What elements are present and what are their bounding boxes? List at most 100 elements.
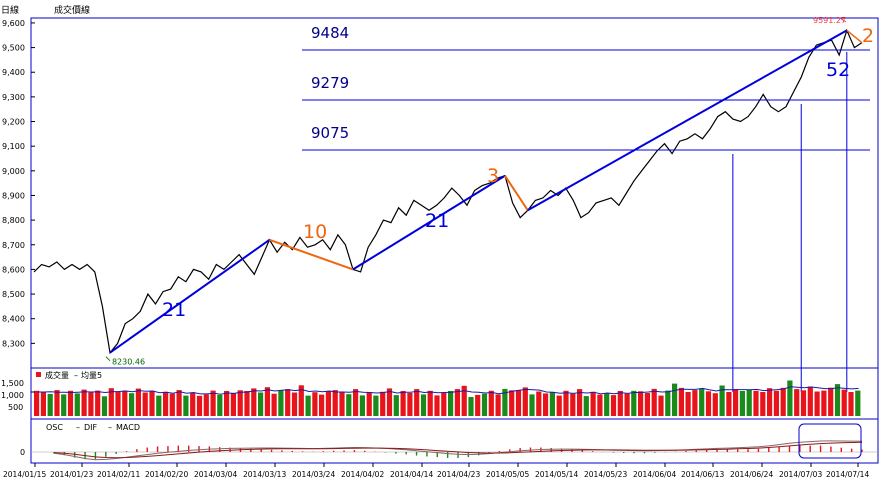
volume-bar xyxy=(190,392,196,416)
volume-bar xyxy=(570,393,576,416)
volume-bar xyxy=(278,390,284,416)
volume-bar xyxy=(101,396,108,416)
period-label: 日線 xyxy=(1,4,19,16)
volume-bar xyxy=(312,392,318,416)
volume-bar xyxy=(441,393,447,416)
volume-bar xyxy=(604,393,610,416)
volume-bar xyxy=(420,394,427,416)
volume-bar xyxy=(515,390,522,416)
volume-bar xyxy=(488,390,494,416)
volume-bar xyxy=(495,394,501,416)
volume-bar xyxy=(848,392,854,416)
date-tick-label: 2014/02/20 xyxy=(145,470,188,479)
volume-bar xyxy=(746,389,752,416)
swing-line-1 xyxy=(269,238,354,271)
date-x-axis: 2014/01/15 2014/01/23 2014/02/11 2014/02/20… xyxy=(3,463,869,479)
volume-layer xyxy=(31,380,861,416)
volume-bar xyxy=(407,393,413,416)
volume-bar xyxy=(719,385,725,416)
volume-bar xyxy=(169,393,175,416)
macd-zero-tick: 0 xyxy=(20,448,25,457)
price-tick-label: 9,400 xyxy=(2,68,25,77)
count-label: 2 xyxy=(862,25,874,47)
volume-bar xyxy=(176,390,182,416)
price-line-layer xyxy=(33,28,863,355)
volume-bar xyxy=(794,389,800,416)
volume-bar xyxy=(638,391,644,416)
volume-bar xyxy=(597,394,603,416)
volume-bar xyxy=(644,393,650,416)
volume-bar xyxy=(726,392,732,416)
volume-legend-label: 成交量 xyxy=(45,370,69,380)
volume-legend-swatch xyxy=(36,372,41,377)
date-tick-label: 2014/01/15 xyxy=(3,470,46,479)
date-tick-label: 2014/06/24 xyxy=(730,470,773,479)
annotation-layer: 9484 9279 9075 21 10 21 3 52 2 8230.46 9591.27 xyxy=(105,16,874,392)
volume-legend-dash: – xyxy=(74,371,78,380)
volume-bar xyxy=(760,392,766,416)
price-tick-label: 9,500 xyxy=(2,44,25,53)
count-label: 21 xyxy=(162,299,186,321)
volume-bar xyxy=(149,390,155,416)
volume-bar xyxy=(699,388,705,416)
price-chart-label: 成交價線 xyxy=(54,4,90,16)
volume-bar xyxy=(624,393,630,416)
level-label: 9075 xyxy=(311,124,349,142)
volume-bar xyxy=(665,390,671,416)
date-tick-label: 2014/02/11 xyxy=(97,470,140,479)
volume-bar xyxy=(733,389,739,416)
level-label: 9484 xyxy=(311,24,349,42)
volume-bar xyxy=(74,393,80,416)
volume-bar xyxy=(386,388,393,416)
price-tick-label: 9,000 xyxy=(2,167,25,176)
volume-bar xyxy=(549,392,555,416)
date-tick-label: 2014/05/05 xyxy=(486,470,529,479)
volume-bar xyxy=(855,390,861,416)
volume-bar xyxy=(196,395,203,416)
volume-bar xyxy=(203,394,209,416)
date-tick-label: 2014/03/04 xyxy=(194,470,237,479)
volume-bar xyxy=(359,395,365,416)
volume-bar xyxy=(753,390,759,416)
price-panel-frame xyxy=(30,17,879,369)
volume-bar xyxy=(271,393,277,416)
volume-bar xyxy=(156,395,162,416)
volume-bar xyxy=(678,387,684,416)
price-tick-label: 8,500 xyxy=(2,290,25,299)
count-label: 52 xyxy=(826,59,850,81)
price-tick-label: 9,600 xyxy=(2,19,25,28)
volume-bar xyxy=(319,394,325,416)
price-tick-label: 8,700 xyxy=(2,241,25,250)
date-tick-label: 2014/05/14 xyxy=(535,470,578,479)
volume-bar xyxy=(434,395,440,416)
volume-bar xyxy=(353,389,359,416)
trend-line-1 xyxy=(109,239,271,354)
volume-bar xyxy=(61,394,67,416)
volume-bar xyxy=(834,384,841,416)
volume-bar xyxy=(108,388,114,416)
volume-bar xyxy=(414,389,420,416)
volume-bar xyxy=(610,395,617,416)
volume-avg-legend-label: 均量5 xyxy=(81,370,102,380)
level-label: 9279 xyxy=(311,74,349,92)
volume-bar xyxy=(88,392,94,416)
price-tick-label: 8,800 xyxy=(2,216,25,225)
volume-bar xyxy=(298,385,304,416)
volume-bar xyxy=(305,395,311,416)
volume-bar xyxy=(529,394,535,416)
volume-bar xyxy=(427,390,433,416)
volume-bar xyxy=(821,390,827,416)
trend-line-2 xyxy=(352,174,506,271)
date-tick-label: 2014/06/13 xyxy=(681,470,724,479)
price-tick-label: 9,100 xyxy=(2,142,25,151)
volume-bar xyxy=(780,387,786,416)
count-label: 10 xyxy=(303,221,327,243)
macd-legend-macd-dash: – xyxy=(108,423,112,432)
price-series-line xyxy=(33,28,863,355)
volume-bar xyxy=(95,390,101,416)
volume-bar xyxy=(814,391,820,416)
volume-bar xyxy=(224,391,230,416)
volume-bar xyxy=(461,385,467,416)
volume-tick-1500: 1,500 xyxy=(1,379,24,388)
